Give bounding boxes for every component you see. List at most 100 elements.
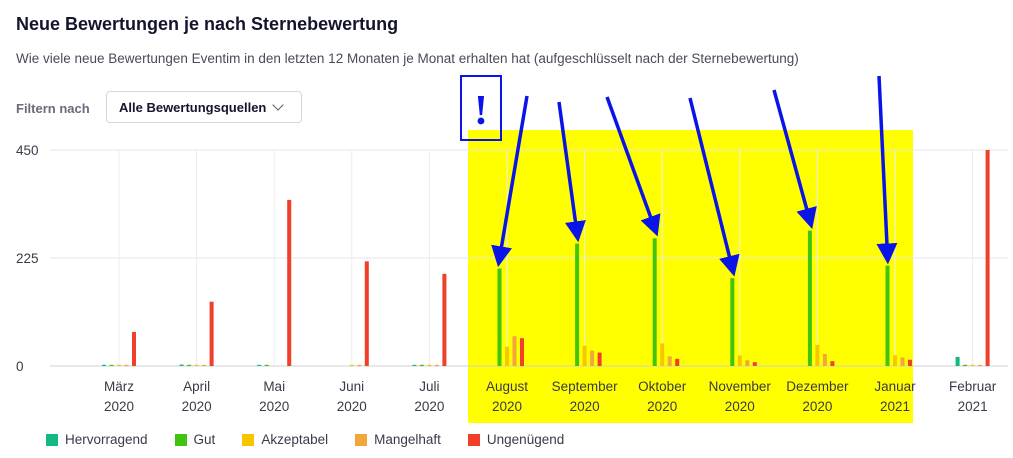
legend-label: Gut <box>193 432 216 447</box>
bar-hervorragend-2 <box>257 364 262 366</box>
x-tick-month: Juli <box>419 379 439 394</box>
bar-ungenügend-7 <box>675 358 680 366</box>
x-tick-month: August <box>486 379 528 394</box>
bar-ungenügend-0 <box>132 331 136 366</box>
legend-item-mangelhaft[interactable]: Mangelhaft <box>355 432 441 447</box>
x-tick-year: 2021 <box>880 399 910 414</box>
legend-item-hervorragend[interactable]: Hervorragend <box>46 432 148 447</box>
x-tick-year: 2020 <box>492 399 522 414</box>
bar-gut-9 <box>807 230 812 366</box>
legend-item-akzeptabel[interactable]: Akzeptabel <box>242 432 328 447</box>
x-tick-month: Juni <box>339 379 364 394</box>
y-tick-label: 450 <box>16 143 39 158</box>
annotation-arrow <box>772 89 817 230</box>
bar-mangelhaft-9 <box>822 354 827 366</box>
x-tick-year: 2021 <box>958 399 988 414</box>
bar-gut-10 <box>885 265 890 366</box>
bar-hervorragend-4 <box>412 364 417 366</box>
bar-gut-2 <box>264 364 269 366</box>
legend-swatch <box>467 433 480 446</box>
bar-ungenügend-4 <box>442 273 447 366</box>
legend-label: Akzeptabel <box>261 432 329 447</box>
bar-ungenügend-5 <box>520 338 524 366</box>
x-tick-year: 2020 <box>104 399 134 414</box>
x-tick-year: 2020 <box>802 399 832 414</box>
chart-legend: Hervorragend Gut Akzeptabel Mangelhaft Ungen… <box>46 432 564 447</box>
bar-ungenügend-1 <box>209 301 214 366</box>
bar-mangelhaft-3 <box>357 364 362 366</box>
bar-mangelhaft-6 <box>590 350 595 366</box>
x-tick-year: 2020 <box>182 399 212 414</box>
x-tick-month: März <box>104 379 134 394</box>
bar-gut-8 <box>730 278 735 366</box>
annotation-box <box>460 75 502 141</box>
bar-gut-4 <box>419 364 424 366</box>
source-filter-dropdown[interactable]: Alle Bewertungsquellen <box>106 91 302 123</box>
x-tick-month: November <box>709 379 772 394</box>
x-tick-month: April <box>183 379 210 394</box>
annotation-arrow <box>605 96 661 237</box>
bar-ungenügend-9 <box>830 361 835 366</box>
legend-label: Ungenügend <box>486 432 565 447</box>
bar-akzeptabel-8 <box>737 355 742 366</box>
bar-ungenügend-2 <box>287 199 292 366</box>
bar-akzeptabel-5 <box>505 346 509 366</box>
x-tick-month: September <box>552 379 619 394</box>
legend-swatch <box>174 433 187 446</box>
bar-mangelhaft-8 <box>745 360 750 366</box>
bar-akzeptabel-6 <box>582 345 587 366</box>
bar-ungenügend-10 <box>908 359 912 366</box>
y-tick-label: 225 <box>16 251 39 266</box>
bar-gut-5 <box>497 268 502 366</box>
x-tick-year: 2020 <box>725 399 755 414</box>
bar-akzeptabel-9 <box>815 344 820 366</box>
legend-swatch <box>242 433 255 446</box>
bar-mangelhaft-0 <box>124 364 129 366</box>
bar-hervorragend-1 <box>179 364 184 366</box>
legend-swatch <box>355 433 368 446</box>
bar-gut-0 <box>109 364 114 366</box>
highlight-region <box>468 130 913 423</box>
x-tick-month: Oktober <box>638 379 687 394</box>
bar-akzeptabel-7 <box>660 343 665 366</box>
chart-title: Neue Bewertungen je nach Sternebewertung <box>16 14 399 34</box>
bar-gut-1 <box>187 364 192 366</box>
bar-gut-6 <box>575 243 580 366</box>
bar-ungenügend-6 <box>597 352 602 366</box>
bar-hervorragend-11 <box>955 356 960 366</box>
bar-mangelhaft-4 <box>434 364 439 366</box>
bar-akzeptabel-0 <box>117 364 121 366</box>
source-filter-value: Alle Bewertungsquellen <box>119 99 267 115</box>
bar-ungenügend-11 <box>985 150 990 366</box>
bar-mangelhaft-1 <box>202 364 207 366</box>
x-tick-month: Mai <box>263 379 285 394</box>
legend-item-gut[interactable]: Gut <box>174 432 216 447</box>
annotation-arrow <box>876 75 898 265</box>
bar-akzeptabel-4 <box>427 364 432 366</box>
annotation-arrow <box>491 95 529 268</box>
legend-swatch <box>46 433 58 446</box>
bar-gut-11 <box>963 364 968 366</box>
annotation-arrow <box>557 101 586 243</box>
bar-akzeptabel-1 <box>194 364 199 366</box>
bar-mangelhaft-10 <box>900 357 905 366</box>
x-tick-year: 2020 <box>414 399 444 414</box>
bar-hervorragend-0 <box>102 364 106 366</box>
filter-label: Filtern nach <box>16 101 90 116</box>
bar-akzeptabel-11 <box>970 364 975 366</box>
x-tick-month: Februar <box>949 379 997 394</box>
bar-gut-7 <box>652 238 657 366</box>
x-tick-year: 2020 <box>337 399 367 414</box>
legend-label: Mangelhaft <box>374 432 441 447</box>
annotation-arrow <box>688 97 740 277</box>
bar-mangelhaft-7 <box>667 356 672 366</box>
y-tick-label: 0 <box>16 359 24 374</box>
x-tick-year: 2020 <box>647 399 677 414</box>
x-tick-month: Januar <box>874 379 916 394</box>
legend-item-ungenügend[interactable]: Ungenügend <box>467 432 565 447</box>
x-tick-year: 2020 <box>259 399 289 414</box>
bar-ungenügend-8 <box>752 362 757 366</box>
chart-subtitle: Wie viele neue Bewertungen Eventim in de… <box>16 51 799 66</box>
bar-ungenügend-3 <box>364 261 369 366</box>
